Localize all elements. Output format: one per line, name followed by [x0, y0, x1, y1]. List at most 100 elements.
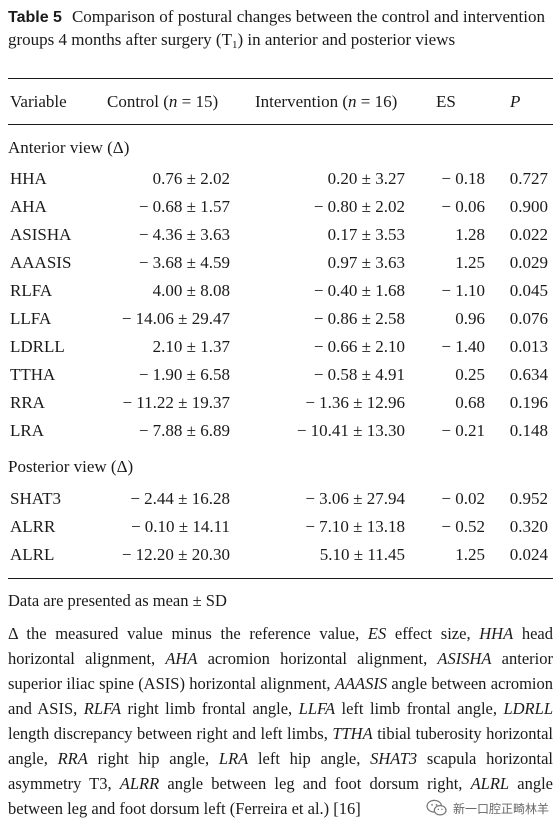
cell-p: 0.029	[509, 253, 548, 272]
cell-intervention: − 0.80 ± 2.02	[313, 197, 405, 216]
legend-definition: tibial tuberosity horizontal angle,	[8, 724, 554, 768]
cell-es: 0.96	[455, 309, 485, 328]
cell-es: 1.25	[455, 545, 485, 564]
cell-p: 0.196	[509, 393, 548, 412]
cell-es: − 0.52	[441, 517, 485, 536]
header-n-symbol: n	[168, 92, 178, 111]
cell-p: 0.148	[509, 421, 548, 440]
caption-text: Comparison of postural changes between t…	[8, 7, 545, 49]
cell-variable: ALRR	[10, 517, 56, 536]
header-variable: Variable	[10, 92, 67, 111]
wechat-icon	[426, 799, 447, 816]
cell-intervention: − 0.40 ± 1.68	[313, 281, 405, 300]
cell-intervention: − 0.58 ± 4.91	[313, 365, 405, 384]
table-caption: Table 5 Comparison of postural changes be…	[8, 6, 553, 51]
cell-intervention: − 0.66 ± 2.10	[313, 337, 405, 356]
cell-es: 0.68	[455, 393, 485, 412]
cell-es: − 0.06	[441, 197, 485, 216]
legend-definition: angle between leg and foot dorsum left (…	[8, 774, 553, 818]
legend-abbreviation: ALRL	[470, 774, 510, 793]
watermark: 新一口腔正畸林羊	[422, 798, 552, 818]
cell-control: − 1.90 ± 6.58	[138, 365, 230, 384]
cell-es: − 1.10	[441, 281, 485, 300]
cell-p: 0.320	[509, 517, 548, 536]
cell-es: 1.28	[455, 225, 485, 244]
caption-text-end: ) in anterior and posterior views	[237, 30, 456, 49]
watermark-text: 新一口腔正畸林羊	[452, 801, 549, 816]
legend-definition: acromion horizontal alignment,	[197, 649, 438, 668]
cell-control: 0.76 ± 2.02	[152, 169, 230, 188]
cell-intervention: − 1.36 ± 12.96	[305, 393, 405, 412]
legend-abbreviation: LLFA	[298, 699, 336, 718]
footnote-data-presentation: Data are presented as mean ± SD	[8, 591, 227, 610]
legend-definition: right limb frontal angle,	[121, 699, 299, 718]
header-control: Control (n = 15)	[107, 91, 218, 113]
cell-variable: ALRL	[10, 545, 55, 564]
header-n-symbol: n	[348, 92, 357, 111]
cell-variable: RRA	[10, 393, 45, 412]
cell-control: − 0.68 ± 1.57	[138, 197, 230, 216]
cell-p: 0.900	[509, 197, 548, 216]
cell-variable: ASISHA	[10, 225, 72, 244]
cell-intervention: − 7.10 ± 13.18	[305, 517, 405, 536]
cell-control: − 3.68 ± 4.59	[138, 253, 230, 272]
cell-p: 0.634	[509, 365, 548, 384]
legend-definition: left limb frontal angle,	[335, 699, 504, 718]
header-p: P	[510, 92, 521, 111]
cell-variable: AAASIS	[10, 253, 72, 272]
footnote-abbreviations: Δ the measured value minus the reference…	[8, 621, 553, 821]
cell-p: 0.727	[509, 169, 548, 188]
legend-abbreviation: AHA	[165, 649, 198, 668]
legend-definition: head horizontal alignment,	[8, 624, 553, 668]
legend-definition: angle between leg and foot dorsum right,	[159, 774, 471, 793]
cell-control: − 0.10 ± 14.11	[130, 517, 230, 536]
legend-abbreviation: RRA	[57, 749, 88, 768]
cell-variable: SHAT3	[10, 489, 62, 508]
cell-intervention: − 0.86 ± 2.58	[313, 309, 405, 328]
header-intervention-prefix: Intervention (	[255, 92, 348, 111]
legend-abbreviation: ALRR	[119, 774, 160, 793]
legend-abbreviation: TTHA	[332, 724, 373, 743]
cell-variable: TTHA	[10, 365, 56, 384]
cell-control: 4.00 ± 8.08	[152, 281, 230, 300]
legend-definition: Δ the measured value minus the reference…	[8, 624, 368, 643]
legend-abbreviation: SHAT3	[370, 749, 418, 768]
cell-variable: LDRLL	[10, 337, 65, 356]
legend-abbreviation: ES	[367, 624, 387, 643]
cell-es: − 1.40	[441, 337, 485, 356]
legend-definition: length discrepancy between right and lef…	[8, 724, 333, 743]
section-title-anterior: Anterior view (Δ)	[8, 138, 130, 157]
legend-abbreviation: LDRLL	[503, 699, 553, 718]
table-bottom-rule	[8, 578, 553, 579]
cell-p: 0.024	[509, 545, 548, 564]
cell-intervention: 0.17 ± 3.53	[327, 225, 405, 244]
cell-p: 0.952	[509, 489, 548, 508]
cell-es: − 0.02	[441, 489, 485, 508]
legend-abbreviation: LRA	[218, 749, 249, 768]
legend-definition: right hip angle,	[87, 749, 219, 768]
cell-variable: HHA	[10, 169, 47, 188]
cell-control: 2.10 ± 1.37	[152, 337, 230, 356]
cell-intervention: 5.10 ± 11.45	[319, 545, 405, 564]
header-es: ES	[436, 92, 456, 111]
header-intervention-suffix: = 16)	[356, 92, 398, 111]
cell-variable: RLFA	[10, 281, 53, 300]
table-label: Table 5	[8, 9, 62, 26]
legend-definition: left hip angle,	[248, 749, 371, 768]
cell-variable: LRA	[10, 421, 44, 440]
cell-control: − 14.06 ± 29.47	[121, 309, 230, 328]
cell-control: − 11.22 ± 19.37	[122, 393, 230, 412]
caption-subscript: 1	[231, 39, 238, 51]
legend-abbreviation: HHA	[479, 624, 514, 643]
cell-intervention: 0.20 ± 3.27	[327, 169, 405, 188]
legend-definition: anterior superior iliac spine (ASIS) hor…	[8, 649, 553, 693]
cell-control: − 12.20 ± 20.30	[121, 545, 230, 564]
legend-definition: scapula horizontal asymmetry T3,	[8, 749, 553, 793]
cell-es: 0.25	[455, 365, 485, 384]
cell-es: 1.25	[455, 253, 485, 272]
legend-abbreviation: RLFA	[83, 699, 122, 718]
header-control-prefix: Control (	[107, 92, 169, 111]
cell-p: 0.076	[509, 309, 548, 328]
cell-variable: AHA	[10, 197, 47, 216]
